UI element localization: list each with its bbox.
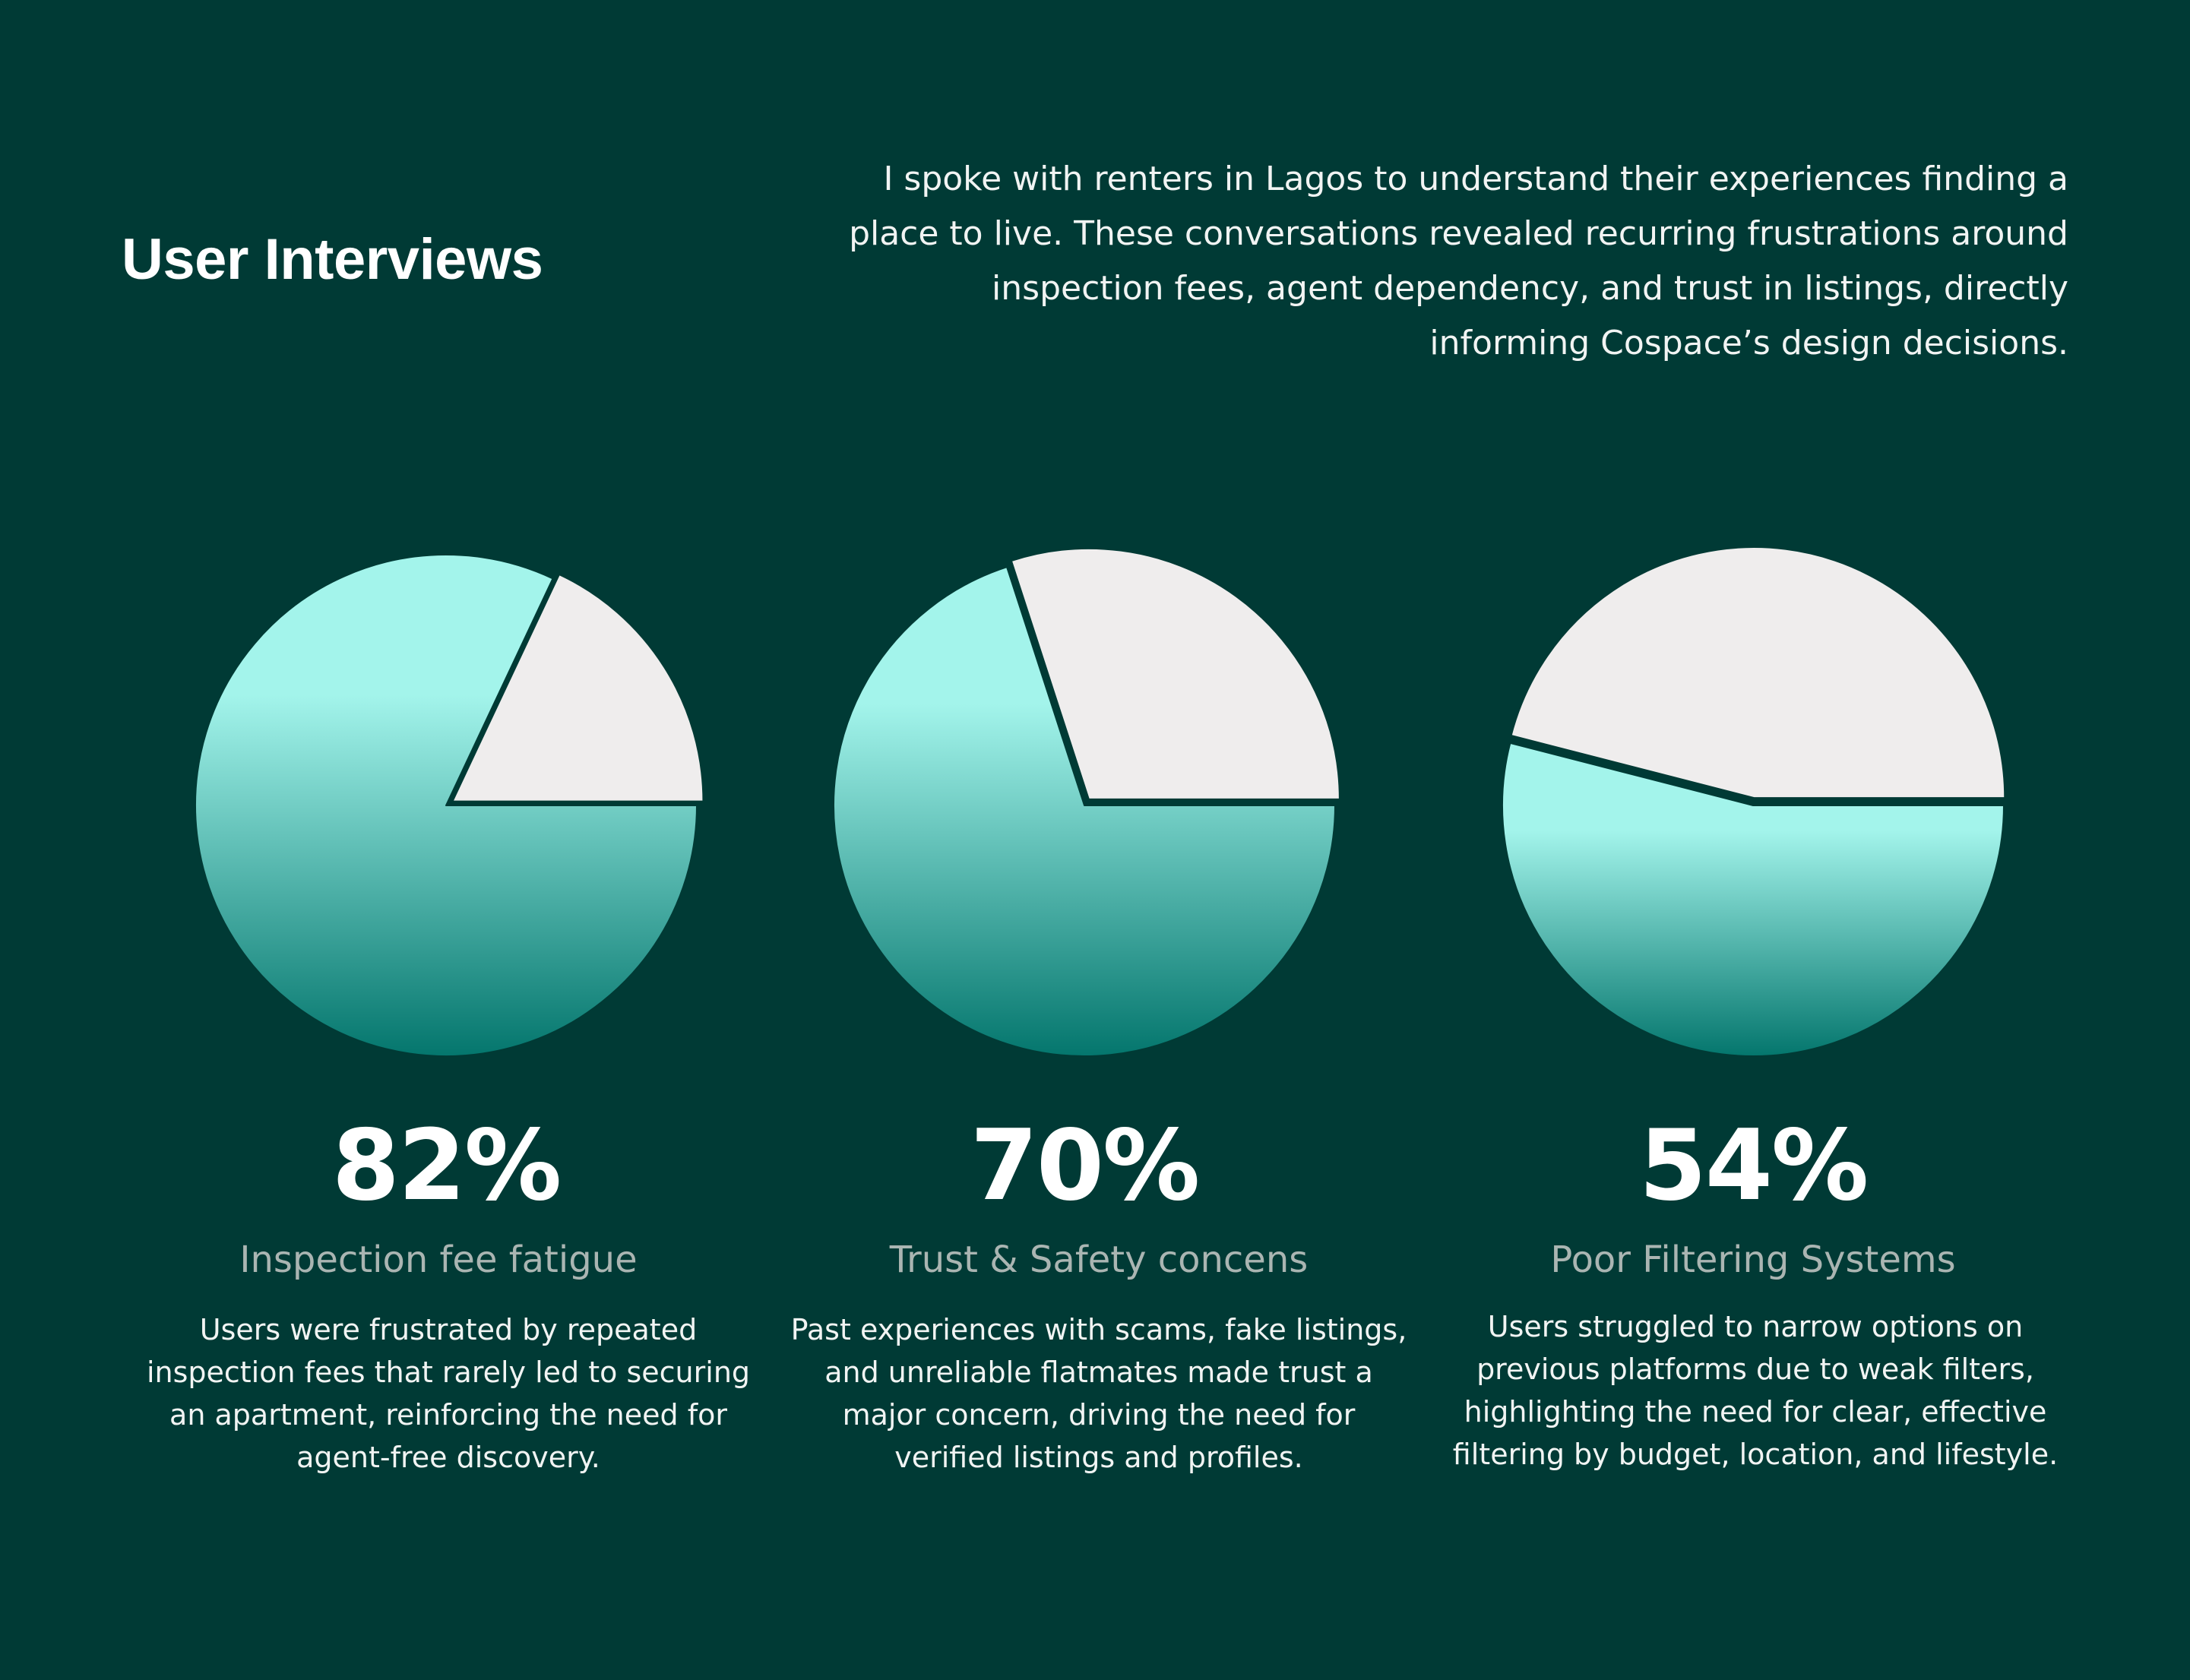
stat-value-trust-safety: 70% (970, 1109, 1200, 1223)
stat-label-inspection-fee: Inspection fee fatigue (239, 1239, 638, 1281)
stat-description-trust-safety: Past experiences with scams, fake listin… (790, 1313, 1407, 1474)
pie-chart-trust-safety (833, 547, 1340, 1057)
pie-slice-main (195, 554, 698, 1057)
stat-label-trust-safety: Trust & Safety concens (889, 1239, 1309, 1281)
page-title: User Interviews (122, 227, 543, 292)
pie-slice-remainder (451, 574, 704, 802)
stat-description-inspection-fee: Users were frustrated by repeated inspec… (146, 1313, 751, 1474)
pie-slice-remainder (1010, 547, 1340, 800)
stat-value-inspection-fee: 82% (331, 1109, 562, 1223)
intro-paragraph: I spoke with renters in Lagos to underst… (849, 160, 2068, 362)
pie-slice-remainder (1510, 546, 2006, 799)
stat-description-poor-filtering: Users struggled to narrow options on pre… (1452, 1310, 2059, 1471)
pie-chart-poor-filtering (1502, 546, 2006, 1057)
stat-label-poor-filtering: Poor Filtering Systems (1550, 1239, 1956, 1281)
pie-slice-main (1502, 742, 2005, 1057)
pie-slice-main (833, 566, 1336, 1057)
pie-chart-inspection-fee (195, 554, 704, 1057)
stat-value-poor-filtering: 54% (1638, 1109, 1869, 1223)
